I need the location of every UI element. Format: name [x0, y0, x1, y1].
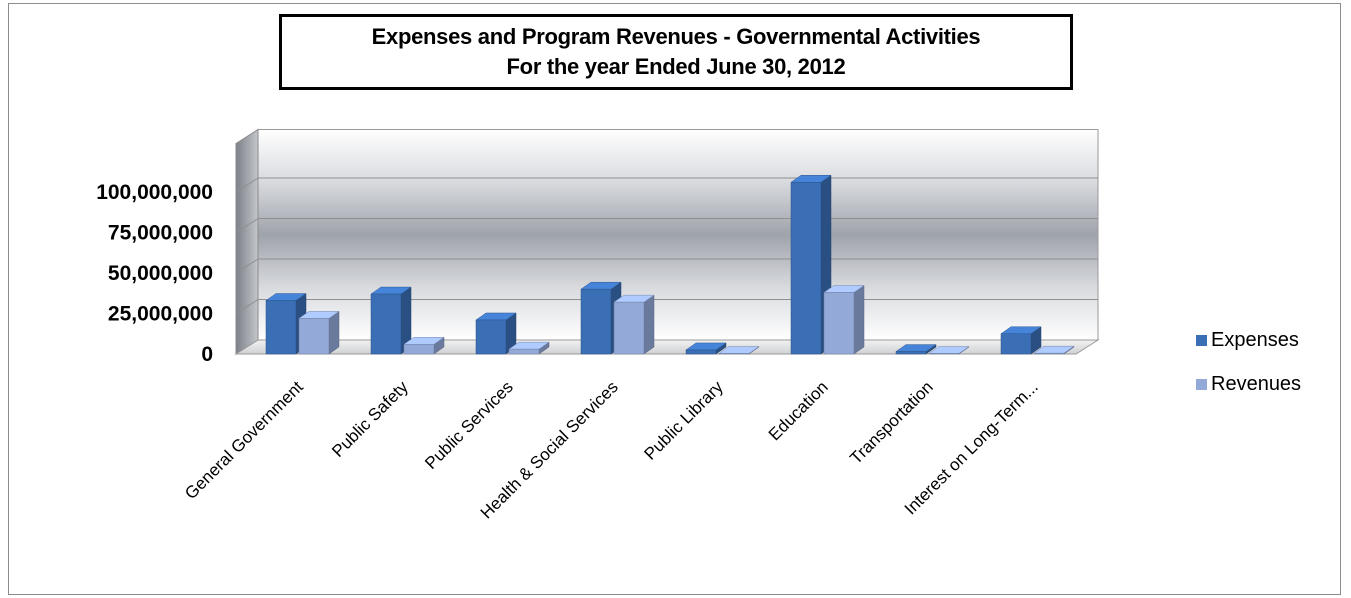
bar-expenses-7	[1000, 326, 1042, 355]
chart-title-box: Expenses and Program Revenues - Governme…	[279, 14, 1073, 90]
chart-title: Expenses and Program Revenues - Governme…	[371, 24, 981, 49]
y-tick-label: 25,000,000	[108, 303, 213, 326]
bar-expenses-2	[475, 312, 517, 355]
x-tick-label: General Government	[181, 377, 307, 503]
bar-revenues-2	[508, 341, 550, 355]
side-wall	[235, 128, 259, 355]
bar-revenues-5	[823, 284, 865, 355]
chart-subtitle: For the year Ended June 30, 2012	[506, 54, 846, 79]
legend-label-revenues: Revenues	[1211, 372, 1302, 395]
x-tick-label: Education	[765, 377, 832, 444]
legend-swatch-revenues	[1196, 378, 1207, 390]
chart-legend: Expenses Revenues	[1196, 318, 1301, 406]
bar-expenses-3	[580, 281, 622, 355]
bar-revenues-0	[298, 310, 340, 355]
bar-expenses-4	[685, 342, 727, 355]
bar-revenues-6	[928, 346, 970, 355]
y-tick-label: 0	[201, 343, 213, 366]
y-tick-label: 50,000,000	[108, 262, 213, 285]
bar-revenues-3	[613, 294, 655, 355]
x-tick-label: Public Safety	[328, 377, 412, 461]
legend-label-expenses: Expenses	[1211, 328, 1299, 351]
gridline-side	[235, 218, 259, 233]
bar-revenues-4	[718, 346, 760, 355]
gridline-side	[235, 299, 259, 314]
y-tick-label: 100,000,000	[96, 181, 213, 204]
bar-revenues-1	[403, 336, 445, 355]
legend-item-revenues: Revenues	[1196, 362, 1301, 406]
x-tick-label: Public Services	[421, 377, 517, 473]
y-tick-label: 75,000,000	[108, 222, 213, 245]
bar-expenses-1	[370, 286, 412, 355]
gridline-side	[235, 177, 259, 193]
bar-expenses-6	[895, 344, 937, 355]
legend-swatch-expenses	[1196, 334, 1207, 346]
x-tick-label: Public Library	[641, 377, 728, 464]
gridline-side	[235, 258, 259, 274]
bar-revenues-7	[1033, 345, 1075, 355]
x-tick-label: Transportation	[846, 377, 936, 467]
legend-item-expenses: Expenses	[1196, 318, 1301, 362]
